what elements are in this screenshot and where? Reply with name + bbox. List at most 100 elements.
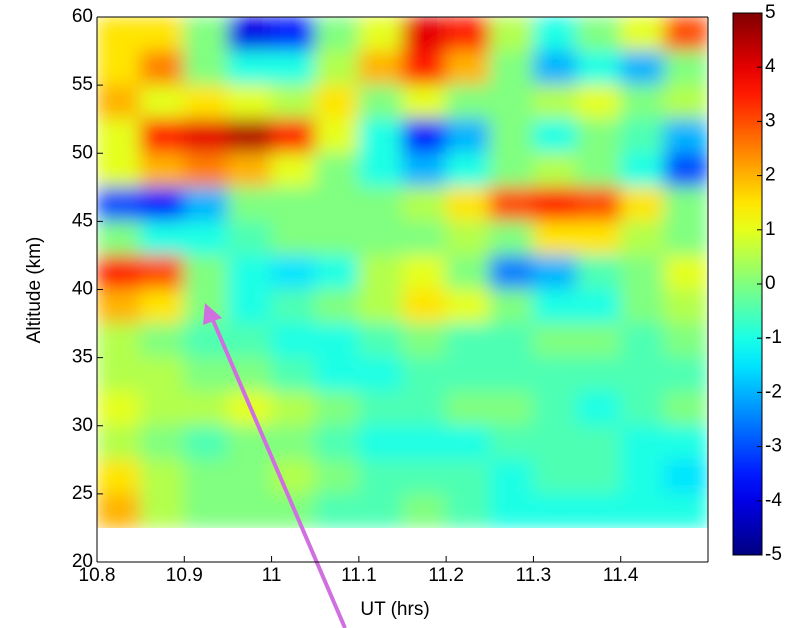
heatmap-cell	[532, 459, 578, 495]
heatmap-cell	[314, 50, 360, 86]
heatmap-cell	[402, 289, 447, 325]
colorbar-tick-label: -2	[765, 381, 782, 402]
heatmap-cell	[271, 254, 316, 290]
heatmap-cell	[532, 289, 578, 325]
heatmap-cell	[620, 493, 665, 528]
heatmap-cell	[271, 186, 316, 222]
heatmap-cell	[271, 289, 316, 325]
heatmap-cell	[271, 459, 316, 495]
colorbar-tick-label: 1	[765, 219, 776, 240]
heatmap-cell	[445, 186, 491, 222]
heatmap-cell	[489, 118, 534, 154]
heatmap-cell	[358, 220, 403, 256]
heatmap-cell	[445, 391, 491, 427]
heatmap-cell	[358, 289, 403, 325]
heatmap-cell	[489, 152, 534, 188]
heatmap-cell	[445, 50, 491, 86]
heatmap-cell	[532, 357, 578, 393]
heatmap-cell	[314, 186, 360, 222]
heatmap-cell	[576, 50, 622, 86]
heatmap-cell	[402, 84, 447, 120]
heatmap-cell	[358, 391, 403, 427]
heatmap-cell	[445, 152, 491, 188]
heatmap-cell	[140, 459, 185, 495]
heatmap-cell	[576, 493, 622, 528]
heatmap-cell	[532, 425, 578, 461]
heatmap-cell	[140, 289, 185, 325]
heatmap-cell	[271, 220, 316, 256]
y-tick-label: 45	[72, 210, 93, 231]
heatmap-cell	[576, 118, 622, 154]
heatmap-cell	[140, 152, 185, 188]
heatmap-cell	[445, 289, 491, 325]
heatmap-cell	[358, 493, 403, 528]
heatmap-cell	[97, 425, 142, 461]
heatmap-cell	[271, 425, 316, 461]
heatmap-cell	[358, 50, 403, 86]
heatmap-cell	[576, 254, 622, 290]
heatmap-cell	[358, 254, 403, 290]
heatmap	[97, 17, 708, 528]
x-tick-label: 10.8	[79, 565, 116, 586]
heatmap-cell	[663, 391, 708, 427]
heatmap-cell	[489, 254, 534, 290]
heatmap-cell	[97, 152, 142, 188]
heatmap-cell	[445, 17, 491, 52]
y-tick-label: 35	[72, 347, 93, 368]
heatmap-cell	[97, 17, 142, 52]
heatmap-cell	[227, 323, 273, 359]
heatmap-cell	[227, 459, 273, 495]
heatmap-cell	[140, 84, 185, 120]
heatmap-cell	[227, 493, 273, 528]
heatmap-cell	[576, 17, 622, 52]
heatmap-cell	[183, 50, 229, 86]
heatmap-cell	[402, 50, 447, 86]
heatmap-cell	[271, 152, 316, 188]
heatmap-cell	[620, 391, 665, 427]
heatmap-cell	[183, 186, 229, 222]
heatmap-cell	[445, 118, 491, 154]
heatmap-cell	[489, 323, 534, 359]
heatmap-cell	[358, 118, 403, 154]
heatmap-cell	[227, 254, 273, 290]
heatmap-cell	[663, 289, 708, 325]
heatmap-cell	[314, 323, 360, 359]
heatmap-cell	[489, 289, 534, 325]
heatmap-cell	[140, 17, 185, 52]
heatmap-cell	[663, 152, 708, 188]
heatmap-cell	[314, 84, 360, 120]
heatmap-cell	[140, 493, 185, 528]
heatmap-cell	[620, 118, 665, 154]
heatmap-cell	[227, 152, 273, 188]
heatmap-cell	[183, 425, 229, 461]
colorbar-tick-label: -4	[765, 490, 782, 511]
heatmap-cell	[271, 118, 316, 154]
heatmap-cell	[183, 357, 229, 393]
heatmap-cell	[445, 425, 491, 461]
x-tick-label: 11.4	[603, 565, 639, 586]
heatmap-cell	[663, 50, 708, 86]
heatmap-cell	[663, 254, 708, 290]
heatmap-cell	[140, 220, 185, 256]
heatmap-cell	[183, 391, 229, 427]
heatmap-cell	[97, 289, 142, 325]
heatmap-cell	[532, 254, 578, 290]
heatmap-cell	[532, 186, 578, 222]
heatmap-cell	[620, 323, 665, 359]
y-axis-label: Altitude (km)	[24, 237, 45, 344]
y-tick-label: 55	[72, 74, 93, 95]
heatmap-cell	[445, 254, 491, 290]
heatmap-cell	[183, 118, 229, 154]
heatmap-cell	[358, 84, 403, 120]
heatmap-cell	[227, 118, 273, 154]
heatmap-cell	[227, 50, 273, 86]
heatmap-cell	[97, 459, 142, 495]
heatmap-cell	[576, 152, 622, 188]
heatmap-cell	[532, 50, 578, 86]
heatmap-cell	[140, 323, 185, 359]
heatmap-cell	[576, 186, 622, 222]
heatmap-cell	[402, 152, 447, 188]
heatmap-cell	[445, 493, 491, 528]
heatmap-cell	[532, 323, 578, 359]
heatmap-cell	[271, 84, 316, 120]
